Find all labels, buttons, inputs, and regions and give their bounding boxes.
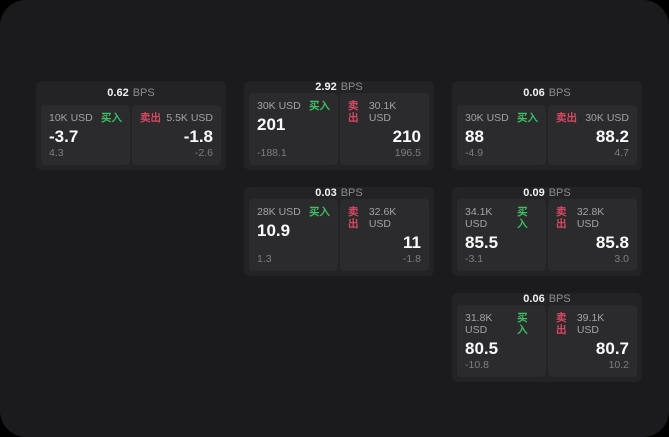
sell-delta: 3.0 bbox=[614, 253, 629, 265]
sell-delta: -1.8 bbox=[402, 253, 421, 265]
buy-amount: 10K USD bbox=[49, 112, 93, 124]
bps-value: 0.06 bbox=[523, 87, 545, 99]
quote-card: 0.03 BPS 28K USD 买入 10.9 1.3 卖出 32.6K US… bbox=[244, 187, 434, 276]
buy-price: 80.5 bbox=[465, 339, 499, 358]
buy-amount: 28K USD bbox=[257, 206, 301, 218]
buy-delta: -4.9 bbox=[465, 147, 484, 159]
bps-unit-label: BPS bbox=[132, 87, 155, 99]
buy-price: 10.9 bbox=[257, 221, 291, 240]
sell-panel[interactable]: 卖出 30K USD 88.2 4.7 bbox=[548, 105, 637, 165]
buy-delta: -3.1 bbox=[465, 253, 484, 265]
sell-panel[interactable]: 卖出 5.5K USD -1.8 -2.6 bbox=[132, 105, 221, 165]
buy-delta: 4.3 bbox=[49, 147, 64, 159]
bps-value: 0.06 bbox=[523, 293, 545, 305]
sell-panel[interactable]: 卖出 32.8K USD 85.8 3.0 bbox=[548, 199, 637, 271]
bps-value: 0.03 bbox=[315, 187, 337, 199]
sell-delta: -2.6 bbox=[194, 147, 213, 159]
bps-unit-label: BPS bbox=[548, 293, 571, 305]
sell-amount: 5.5K USD bbox=[166, 112, 213, 124]
sell-price: 80.7 bbox=[595, 339, 629, 358]
bps-header: 0.03 BPS bbox=[249, 187, 429, 199]
buy-side-label: 买入 bbox=[517, 112, 538, 124]
sell-price: 88.2 bbox=[595, 127, 629, 146]
bps-unit-label: BPS bbox=[340, 187, 363, 199]
sell-side-label: 卖出 bbox=[556, 206, 567, 230]
buy-side-label: 买入 bbox=[309, 206, 330, 218]
buy-side-label: 买入 bbox=[517, 206, 528, 230]
bps-unit-label: BPS bbox=[548, 187, 571, 199]
buy-side-label: 买入 bbox=[309, 100, 330, 112]
buy-delta: 1.3 bbox=[257, 253, 272, 265]
sell-side-label: 卖出 bbox=[556, 312, 567, 336]
sell-amount: 32.8K USD bbox=[576, 206, 605, 230]
sell-amount: 39.1K USD bbox=[576, 312, 605, 336]
sell-side-label: 卖出 bbox=[556, 112, 577, 124]
quote-card: 0.62 BPS 10K USD 买入 -3.7 4.3 卖出 5.5K USD… bbox=[36, 81, 226, 170]
bps-header: 0.06 BPS bbox=[457, 293, 637, 305]
sell-side-label: 卖出 bbox=[140, 112, 161, 124]
quote-cards-grid: 0.62 BPS 10K USD 买入 -3.7 4.3 卖出 5.5K USD… bbox=[36, 81, 642, 382]
bps-header: 0.09 BPS bbox=[457, 187, 637, 199]
sell-delta: 10.2 bbox=[608, 359, 629, 371]
sell-amount: 30.1K USD bbox=[368, 100, 397, 124]
bps-value: 0.62 bbox=[107, 87, 129, 99]
sell-side-label: 卖出 bbox=[348, 206, 359, 230]
buy-panel[interactable]: 31.8K USD 买入 80.5 -10.8 bbox=[457, 305, 546, 377]
quote-card: 0.06 BPS 31.8K USD 买入 80.5 -10.8 卖出 39.1… bbox=[452, 293, 642, 382]
bps-unit-label: BPS bbox=[548, 87, 571, 99]
sell-price: 85.8 bbox=[595, 233, 629, 252]
buy-price: 88 bbox=[465, 127, 484, 146]
buy-side-label: 买入 bbox=[101, 112, 122, 124]
buy-panel[interactable]: 34.1K USD 买入 85.5 -3.1 bbox=[457, 199, 546, 271]
bps-unit-label: BPS bbox=[340, 81, 363, 93]
sell-price: 11 bbox=[403, 233, 421, 252]
buy-price: -3.7 bbox=[49, 127, 79, 146]
buy-price: 85.5 bbox=[465, 233, 499, 252]
sell-delta: 196.5 bbox=[394, 147, 421, 159]
buy-amount: 34.1K USD bbox=[465, 206, 493, 230]
buy-amount: 31.8K USD bbox=[465, 312, 493, 336]
sell-panel[interactable]: 卖出 32.6K USD 11 -1.8 bbox=[340, 199, 429, 271]
sell-delta: 4.7 bbox=[614, 147, 629, 159]
buy-panel[interactable]: 28K USD 买入 10.9 1.3 bbox=[249, 199, 338, 271]
buy-panel[interactable]: 10K USD 买入 -3.7 4.3 bbox=[41, 105, 130, 165]
buy-price: 201 bbox=[257, 115, 286, 134]
quote-card: 2.92 BPS 30K USD 买入 201 -188.1 卖出 30.1K … bbox=[244, 81, 434, 170]
buy-delta: -188.1 bbox=[257, 147, 287, 159]
buy-amount: 30K USD bbox=[465, 112, 509, 124]
sell-panel[interactable]: 卖出 30.1K USD 210 196.5 bbox=[340, 93, 429, 165]
sell-side-label: 卖出 bbox=[348, 100, 359, 124]
buy-side-label: 买入 bbox=[517, 312, 528, 336]
quote-card: 0.06 BPS 30K USD 买入 88 -4.9 卖出 30K USD 8… bbox=[452, 81, 642, 170]
sell-amount: 30K USD bbox=[585, 112, 629, 124]
bps-value: 0.09 bbox=[523, 187, 545, 199]
bps-header: 0.62 BPS bbox=[41, 81, 221, 105]
sell-panel[interactable]: 卖出 39.1K USD 80.7 10.2 bbox=[548, 305, 637, 377]
buy-panel[interactable]: 30K USD 买入 201 -188.1 bbox=[249, 93, 338, 165]
sell-price: 210 bbox=[392, 127, 421, 146]
buy-panel[interactable]: 30K USD 买入 88 -4.9 bbox=[457, 105, 546, 165]
quote-card: 0.09 BPS 34.1K USD 买入 85.5 -3.1 卖出 32.8K… bbox=[452, 187, 642, 276]
bps-value: 2.92 bbox=[315, 81, 337, 93]
sell-price: -1.8 bbox=[183, 127, 213, 146]
sell-amount: 32.6K USD bbox=[368, 206, 397, 230]
buy-delta: -10.8 bbox=[465, 359, 489, 371]
buy-amount: 30K USD bbox=[257, 100, 301, 112]
bps-header: 0.06 BPS bbox=[457, 81, 637, 105]
bps-header: 2.92 BPS bbox=[249, 81, 429, 93]
